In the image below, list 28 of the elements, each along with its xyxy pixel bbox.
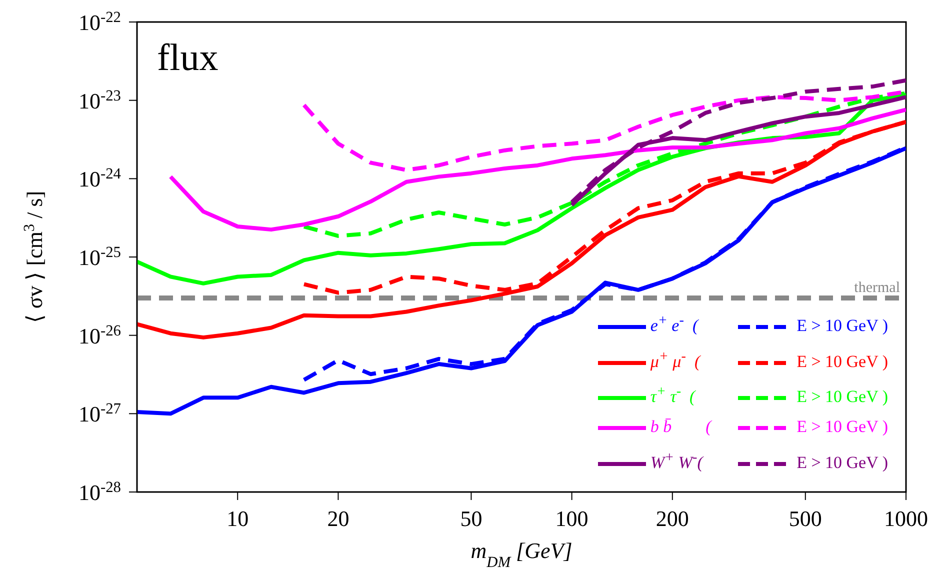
legend-label: e$^{+}$ e$^{-}$ ( xyxy=(650,312,698,336)
x-tick-label: 500 xyxy=(788,506,822,531)
x-tick-label: 200 xyxy=(656,506,689,531)
legend-label: μ$^{+}$ μ$^{-}$ ( xyxy=(650,348,700,371)
legend-label: τ$^{+}$ τ$^{-}$ ( xyxy=(650,384,696,406)
y-tick-label: 10$^{-25}$ xyxy=(78,244,122,270)
ref-line-label: thermal xyxy=(854,280,900,296)
x-tick-label: 20 xyxy=(327,506,350,531)
legend-label: E > 10 GeV ) xyxy=(796,316,888,336)
legend-label: E > 10 GeV ) xyxy=(796,453,888,472)
legend-label: E > 10 GeV ) xyxy=(796,352,888,371)
legend-label: E > 10 GeV ) xyxy=(796,387,888,406)
y-tick-label: 10$^{-26}$ xyxy=(78,322,122,348)
legend-label: W$^{+}$ W$^{-}$( xyxy=(650,449,703,472)
line-series xyxy=(570,78,906,204)
y-tick-label: 10$^{-23}$ xyxy=(78,86,122,114)
x-tick-label: 10 xyxy=(226,506,249,531)
legend-label: b b̄ ( xyxy=(650,417,712,436)
y-tick-label: 10$^{-24}$ xyxy=(78,165,122,192)
x-axis-title: m$_{DM}$ [GeV] xyxy=(470,538,572,570)
y-tick-label: 10$^{-22}$ xyxy=(78,8,121,35)
x-tick-label: 100 xyxy=(555,506,588,531)
y-tick-label: 10$^{-27}$ xyxy=(78,400,122,427)
x-tick-label: 50 xyxy=(460,506,482,531)
y-tick-label: 10$^{-28}$ xyxy=(78,478,122,505)
chart-title: flux xyxy=(157,37,218,79)
x-tick-label: 1000 xyxy=(884,506,928,531)
legend-label: E > 10 GeV ) xyxy=(796,417,888,436)
